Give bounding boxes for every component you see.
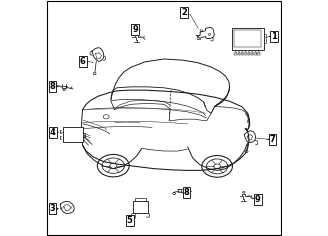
Text: 8: 8	[184, 188, 189, 197]
Text: 5: 5	[127, 216, 133, 225]
Text: 8: 8	[50, 82, 55, 91]
Bar	[133, 201, 148, 213]
Text: 9: 9	[255, 195, 261, 204]
Text: 4: 4	[50, 128, 55, 137]
Text: 1: 1	[271, 32, 277, 41]
Text: 7: 7	[270, 135, 276, 144]
Text: 6: 6	[80, 57, 86, 66]
Bar	[232, 28, 264, 50]
Text: 2: 2	[181, 8, 187, 17]
Bar	[234, 30, 261, 47]
Text: 9: 9	[132, 25, 138, 34]
Text: 3: 3	[50, 204, 55, 213]
Bar	[63, 127, 83, 142]
